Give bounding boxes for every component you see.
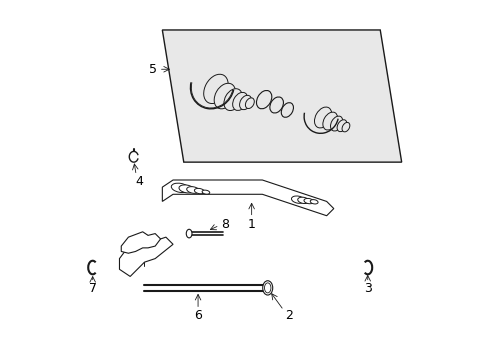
- Text: 4: 4: [135, 175, 143, 188]
- Ellipse shape: [264, 283, 270, 293]
- Ellipse shape: [281, 103, 293, 117]
- Ellipse shape: [269, 97, 283, 113]
- Ellipse shape: [171, 183, 189, 193]
- Ellipse shape: [262, 281, 272, 295]
- Ellipse shape: [239, 95, 251, 110]
- Ellipse shape: [330, 116, 342, 131]
- Ellipse shape: [297, 197, 308, 203]
- Ellipse shape: [256, 90, 271, 109]
- Ellipse shape: [314, 107, 331, 128]
- Text: 6: 6: [194, 309, 202, 322]
- Ellipse shape: [202, 190, 209, 194]
- Ellipse shape: [203, 74, 228, 104]
- Ellipse shape: [304, 198, 313, 204]
- Text: 8: 8: [221, 218, 228, 231]
- Polygon shape: [121, 232, 160, 253]
- Ellipse shape: [179, 185, 194, 193]
- Polygon shape: [119, 234, 173, 276]
- Ellipse shape: [186, 186, 199, 193]
- Ellipse shape: [245, 98, 254, 108]
- Ellipse shape: [186, 229, 192, 238]
- Ellipse shape: [232, 93, 247, 111]
- Polygon shape: [162, 180, 333, 216]
- Ellipse shape: [309, 200, 317, 204]
- Ellipse shape: [194, 188, 204, 194]
- Ellipse shape: [291, 196, 304, 203]
- Ellipse shape: [342, 122, 349, 132]
- Ellipse shape: [224, 89, 242, 111]
- Ellipse shape: [214, 83, 235, 109]
- Polygon shape: [162, 30, 401, 162]
- Text: 2: 2: [285, 309, 292, 322]
- Text: 3: 3: [363, 283, 371, 296]
- Text: 1: 1: [247, 218, 255, 231]
- Ellipse shape: [322, 112, 337, 130]
- Text: 7: 7: [88, 283, 97, 296]
- Ellipse shape: [336, 120, 346, 132]
- Text: 5: 5: [149, 63, 157, 76]
